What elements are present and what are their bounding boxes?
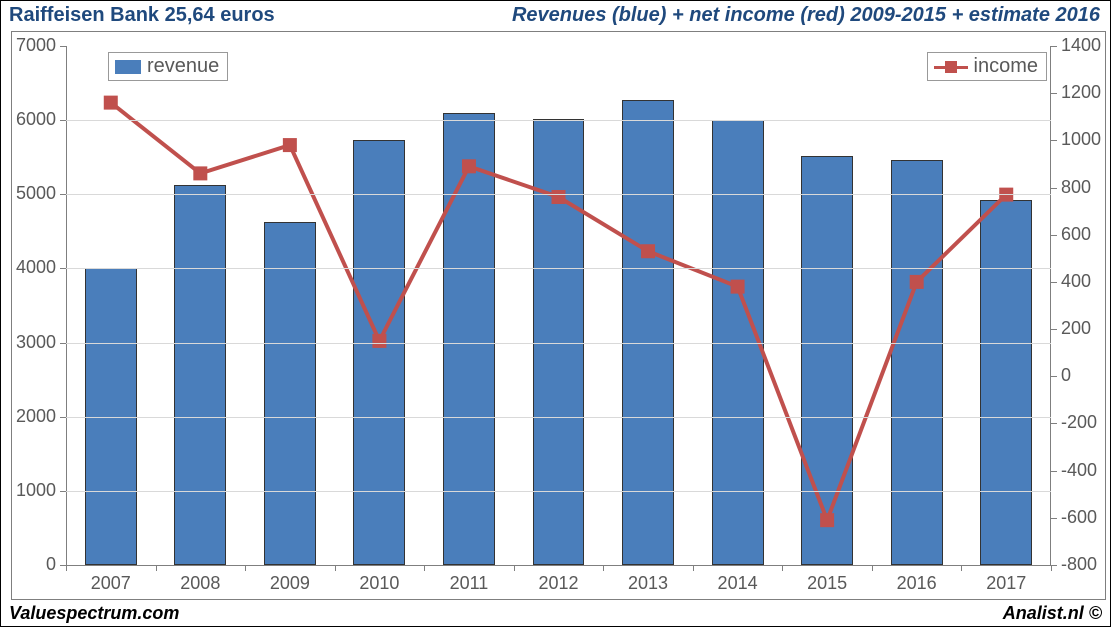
income-line: [111, 103, 1006, 521]
x-label: 2010: [359, 573, 399, 594]
y-tick-left: [60, 120, 66, 121]
x-tick: [424, 565, 425, 571]
y-tick-right: [1051, 188, 1057, 189]
y-tick-right: [1051, 235, 1057, 236]
y-label-right: 0: [1061, 365, 1071, 386]
y-label-left: 4000: [16, 257, 56, 278]
x-tick: [66, 565, 67, 571]
y-tick-left: [60, 46, 66, 47]
chart-frame: Raiffeisen Bank 25,64 euros Revenues (bl…: [0, 0, 1111, 627]
x-label: 2011: [450, 573, 489, 594]
x-label: 2017: [986, 573, 1026, 594]
x-label: 2014: [718, 573, 758, 594]
legend-revenue: revenue: [108, 52, 228, 81]
x-label: 2013: [628, 573, 668, 594]
y-label-left: 7000: [16, 35, 56, 56]
y-label-right: 200: [1061, 318, 1091, 339]
chart-footer: Valuespectrum.com Analist.nl ©: [9, 603, 1102, 624]
income-marker: [193, 166, 207, 180]
income-marker: [731, 280, 745, 294]
y-tick-right: [1051, 282, 1057, 283]
y-tick-right: [1051, 329, 1057, 330]
y-tick-right: [1051, 93, 1057, 94]
y-tick-left: [60, 417, 66, 418]
income-marker: [820, 513, 834, 527]
x-label: 2009: [270, 573, 310, 594]
x-axis-line: [66, 565, 1051, 566]
income-marker: [552, 190, 566, 204]
y-label-left: 0: [46, 554, 56, 575]
y-label-right: 400: [1061, 271, 1091, 292]
x-label: 2015: [807, 573, 847, 594]
y-tick-right: [1051, 140, 1057, 141]
y-label-left: 1000: [16, 480, 56, 501]
y-tick-left: [60, 491, 66, 492]
gridline: [66, 120, 1051, 121]
y-tick-right: [1051, 471, 1057, 472]
legend-revenue-label: revenue: [147, 55, 219, 78]
legend-income-swatch: [934, 58, 968, 76]
y-label-right: 1400: [1061, 35, 1101, 56]
x-tick: [335, 565, 336, 571]
x-tick: [514, 565, 515, 571]
gridline: [66, 417, 1051, 418]
y-label-right: 600: [1061, 224, 1091, 245]
x-tick: [245, 565, 246, 571]
y-tick-left: [60, 194, 66, 195]
x-tick: [961, 565, 962, 571]
x-tick: [693, 565, 694, 571]
y-tick-right: [1051, 423, 1057, 424]
gridline: [66, 343, 1051, 344]
x-label: 2008: [180, 573, 220, 594]
x-label: 2007: [91, 573, 131, 594]
x-tick: [156, 565, 157, 571]
y-label-left: 2000: [16, 406, 56, 427]
y-label-right: -800: [1061, 554, 1097, 575]
plot-inner: [66, 46, 1051, 565]
y-tick-right: [1051, 46, 1057, 47]
y-label-right: 1000: [1061, 129, 1101, 150]
x-label: 2016: [897, 573, 937, 594]
x-tick: [872, 565, 873, 571]
y-tick-right: [1051, 518, 1057, 519]
y-label-left: 6000: [16, 109, 56, 130]
income-marker: [104, 96, 118, 110]
title-right: Revenues (blue) + net income (red) 2009-…: [512, 4, 1100, 27]
income-marker: [641, 244, 655, 258]
gridline: [66, 194, 1051, 195]
x-tick: [1051, 565, 1052, 571]
footer-left: Valuespectrum.com: [9, 603, 179, 624]
footer-right: Analist.nl ©: [1003, 603, 1102, 624]
title-left: Raiffeisen Bank 25,64 euros: [9, 4, 275, 27]
income-line-layer: [66, 46, 1051, 565]
income-marker: [372, 334, 386, 348]
y-label-right: -200: [1061, 412, 1097, 433]
y-label-left: 5000: [16, 183, 56, 204]
gridline: [66, 491, 1051, 492]
y-label-right: -600: [1061, 507, 1097, 528]
y-tick-left: [60, 268, 66, 269]
y-label-right: -400: [1061, 460, 1097, 481]
legend-revenue-swatch: [115, 60, 141, 74]
x-tick: [603, 565, 604, 571]
y-label-left: 3000: [16, 332, 56, 353]
y-tick-right: [1051, 376, 1057, 377]
plot-area: 01000200030004000500060007000-800-600-40…: [11, 31, 1106, 600]
x-label: 2012: [538, 573, 578, 594]
income-marker: [462, 159, 476, 173]
income-marker: [283, 138, 297, 152]
income-marker: [910, 275, 924, 289]
legend-income: income: [927, 52, 1047, 81]
chart-header: Raiffeisen Bank 25,64 euros Revenues (bl…: [1, 1, 1110, 29]
legend-income-label: income: [974, 55, 1038, 78]
gridline: [66, 268, 1051, 269]
x-tick: [782, 565, 783, 571]
y-label-right: 1200: [1061, 82, 1101, 103]
y-label-right: 800: [1061, 177, 1091, 198]
y-tick-left: [60, 343, 66, 344]
